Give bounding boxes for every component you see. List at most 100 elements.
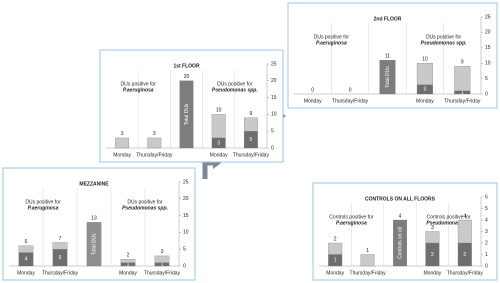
x-tick-label: Thursday/Friday	[233, 152, 270, 158]
y-tick-label: 6	[485, 194, 488, 200]
bar-name: Total DUs	[91, 233, 97, 255]
total-label: 3	[121, 131, 124, 137]
total-label: 20	[184, 74, 190, 80]
bar-name: Total DUs	[184, 103, 190, 125]
total-label: 4	[463, 213, 466, 219]
bar-segment	[457, 219, 472, 244]
bar-segment	[120, 259, 136, 263]
group-label-species: P.aeruginosa	[316, 40, 347, 46]
bar-segment	[243, 117, 258, 132]
y-tick-label: 0	[485, 263, 488, 269]
x-tick-label: Thursday/Friday	[350, 270, 387, 276]
total-label: 0	[311, 87, 314, 93]
y-tick-label: 1	[485, 252, 488, 258]
total-label: 9	[250, 111, 253, 117]
total-label: 10	[422, 57, 428, 63]
panel-title: 1st FLOOR	[173, 63, 200, 69]
group-label: DUs positive for	[121, 81, 157, 87]
x-tick-label: Monday	[424, 270, 442, 276]
bar-segment	[393, 219, 407, 267]
total-label: 1	[366, 248, 369, 254]
y-tick-label: 10	[271, 112, 277, 118]
bar-segment	[115, 137, 130, 149]
bar-segment	[360, 254, 375, 267]
y-tick-label: 5	[183, 247, 186, 253]
group-label-species: P.aeruginosa	[336, 220, 367, 226]
y-tick-label: 20	[485, 30, 491, 36]
segment-label: 1	[161, 262, 164, 268]
total-label: 2	[127, 253, 130, 259]
y-tick-label: 20	[183, 196, 189, 202]
x-tick-label: Monday	[326, 270, 344, 276]
bar-segment	[211, 114, 226, 139]
group-label-species: Pseudomonas spp.	[421, 40, 467, 46]
segment-label: 1	[461, 90, 464, 96]
group-label: Controls positive for	[329, 214, 374, 220]
bar-segment	[328, 242, 343, 255]
x-tick-label: Thursday/Friday	[447, 270, 484, 276]
group-label: DUs positive for	[217, 81, 253, 87]
total-label: 2	[334, 236, 337, 242]
bar-name: Total DUs	[385, 66, 391, 88]
y-tick-label: 10	[485, 61, 491, 67]
x-tick-label: Monday	[113, 152, 131, 158]
total-label: 3	[153, 131, 156, 137]
panel-title: MEZZANINE	[79, 181, 109, 187]
y-tick-label: 25	[183, 179, 189, 185]
y-tick-label: 0	[485, 91, 488, 97]
bar-segment	[18, 245, 34, 253]
y-tick-label: 0	[271, 145, 274, 151]
total-label: 4	[399, 213, 402, 219]
segment-label: 2	[431, 252, 434, 258]
bar-segment	[379, 59, 396, 95]
group-label-species: P.aeruginosa	[123, 87, 154, 93]
total-label: 3	[161, 249, 164, 255]
y-tick-label: 25	[271, 61, 277, 67]
segment-label: 3	[424, 87, 427, 93]
y-tick-label: 5	[271, 129, 274, 135]
group-label-species: P.aeruginosa	[28, 205, 59, 211]
x-tick-label: Monday	[119, 270, 137, 276]
bar-segment	[179, 80, 194, 149]
panel-title: 2nd FLOOR	[374, 16, 402, 22]
segment-label: 5	[59, 255, 62, 261]
arrow	[202, 160, 214, 179]
x-tick-label: Thursday/Friday	[332, 98, 369, 104]
bar-segment	[86, 222, 102, 267]
panel-title: CONTROLS ON ALL FLOORS	[365, 196, 436, 202]
total-label: 13	[91, 216, 97, 222]
group-label: DUs positive for	[25, 199, 61, 205]
total-label: 11	[385, 53, 390, 59]
total-label: 6	[25, 239, 28, 245]
group-label: DUs positive for	[426, 34, 462, 40]
y-tick-label: 25	[485, 14, 491, 20]
bar-segment	[425, 231, 440, 244]
bar-name: Controls on all	[397, 227, 403, 259]
y-tick-label: 15	[271, 95, 277, 101]
segment-label: 1	[127, 262, 130, 268]
group-label: DUs positive for	[314, 34, 350, 40]
y-tick-label: 5	[485, 206, 488, 212]
y-tick-label: 20	[271, 78, 277, 84]
y-tick-label: 15	[183, 213, 189, 219]
group-label-species: Pseudomonas spp.	[122, 205, 168, 211]
group-label-species: Pseudomonas spp	[426, 220, 470, 226]
bar-segment	[52, 242, 68, 250]
total-label: 9	[461, 60, 464, 66]
segment-label: 4	[25, 257, 28, 263]
group-label: Controls positive for	[427, 214, 472, 220]
x-tick-label: Monday	[304, 98, 322, 104]
total-label: 0	[349, 87, 352, 93]
bar-segment	[454, 66, 471, 92]
x-tick-label: Thursday/Friday	[144, 270, 181, 276]
bar-segment	[416, 63, 433, 85]
y-tick-label: 15	[485, 45, 491, 51]
segment-label: 1	[334, 258, 337, 264]
group-label-species: Pseudomonas spp.	[212, 87, 258, 93]
segment-label: 2	[463, 252, 466, 258]
x-tick-label: Thursday/Friday	[136, 152, 173, 158]
total-label: 7	[59, 236, 62, 242]
x-tick-label: Monday	[416, 98, 434, 104]
total-label: 10	[216, 108, 222, 114]
